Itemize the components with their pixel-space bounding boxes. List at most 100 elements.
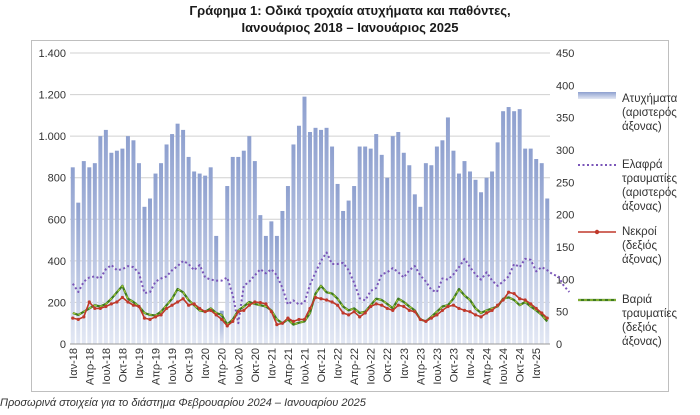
accidents-bar [92,163,97,344]
x-tick-label: Απρ-23 [415,348,427,385]
accidents-bar [418,206,423,344]
deaths-point [286,316,290,320]
deaths-point [545,316,549,320]
accidents-bar [285,186,290,344]
x-tick-label: Ιουλ-21 [299,348,311,385]
deaths-point [473,313,478,317]
accidents-bar [148,198,152,344]
footnote: Προσωρινά στοιχεία για το διάστημα Φεβρο… [0,397,366,409]
chart-frame [31,40,669,392]
accidents-bar [396,131,401,344]
x-tick-label: Ιαν-21 [266,348,278,379]
accidents-bar [236,156,241,344]
x-tick-label: Οκτ-22 [382,348,394,382]
x-tick-label: Ιουλ-22 [366,348,378,385]
deaths-point [170,303,174,307]
x-tick-label: Ιουλ-23 [432,348,444,385]
deaths-point [457,306,461,311]
accidents-bar [81,161,86,344]
deaths-point [396,303,400,307]
deaths-point [507,290,511,294]
accidents-bar [181,129,186,344]
y-right-tick-label: 200 [556,210,574,222]
x-tick-label: Απρ-19 [151,348,163,385]
accidents-bar [142,206,147,344]
accidents-bar [368,148,373,344]
deaths-point [82,315,86,319]
x-tick-label: Ιαν-19 [134,348,146,379]
deaths-point [209,308,213,312]
accidents-bar [230,156,235,344]
accidents-bar [451,150,456,344]
accidents-bar [203,175,208,344]
deaths-point [512,291,516,296]
accidents-bar [98,136,103,344]
deaths-point [418,317,422,322]
accidents-bar [247,136,252,344]
deaths-point [137,304,141,309]
x-tick-label: Απρ-20 [217,348,229,385]
accidents-bar [269,221,274,344]
deaths-point [369,304,373,309]
legend-serious: Βαριά τραυματίες (δεξιός άξονας) [622,293,677,349]
accidents-bar [379,154,384,344]
y-left-tick-label: 1.200 [38,90,66,102]
deaths-point [313,295,318,300]
accidents-bar [296,125,301,344]
accidents-bar [319,129,324,344]
x-tick-label: Ιαν-24 [465,348,477,379]
deaths-point [153,315,158,319]
accidents-bar [462,161,467,344]
deaths-point [347,313,351,317]
y-right-tick-label: 100 [556,274,574,286]
accidents-bar [76,202,81,344]
legend-serious-line4: άξονας) [622,336,662,348]
deaths-point [220,317,224,322]
deaths-point [87,300,91,304]
y-left-tick-label: 800 [48,173,66,185]
accidents-bar [153,173,158,344]
deaths-point [297,317,301,322]
deaths-point [341,311,345,315]
accidents-bar [357,146,362,344]
deaths-point [391,308,395,312]
y-right-tick-label: 250 [556,177,574,189]
accidents-bar [523,148,528,344]
deaths-point [264,302,268,306]
accidents-bar [70,167,75,344]
y-left-tick-label: 0 [60,339,66,351]
deaths-point [440,308,445,312]
accidents-bar [252,161,257,344]
deaths-point [324,298,329,302]
legend-light-line3: (αριστερός [622,187,677,199]
deaths-point [159,313,163,317]
deaths-point [529,302,533,306]
accidents-bar [506,107,511,345]
accidents-bar [390,136,395,344]
deaths-point [142,316,147,320]
accidents-bar [109,152,114,344]
deaths-point [330,300,334,304]
legend-serious-line2: τραυματίες [622,308,678,320]
deaths-point [479,315,483,319]
accidents-bar [131,140,136,344]
legend-accidents-swatch [578,92,616,99]
accidents-bar [263,235,268,344]
deaths-point [236,310,240,314]
accidents-bar [219,310,224,344]
deaths-point [203,310,207,314]
accidents-bar [346,200,351,344]
deaths-point [540,311,544,315]
x-tick-label: Οκτ-23 [448,348,460,382]
deaths-point [407,308,411,312]
x-tick-label: Ιουλ-18 [101,348,113,385]
y-right-tick-label: 50 [556,307,568,319]
accidents-bar [214,235,219,344]
accidents-bar [313,127,318,344]
legend-accidents-line1: Ατυχήματα [622,93,678,105]
y-left-tick-label: 1.400 [38,48,66,60]
accidents-bar [308,131,312,344]
deaths-point [358,315,362,319]
deaths-point [71,316,75,320]
